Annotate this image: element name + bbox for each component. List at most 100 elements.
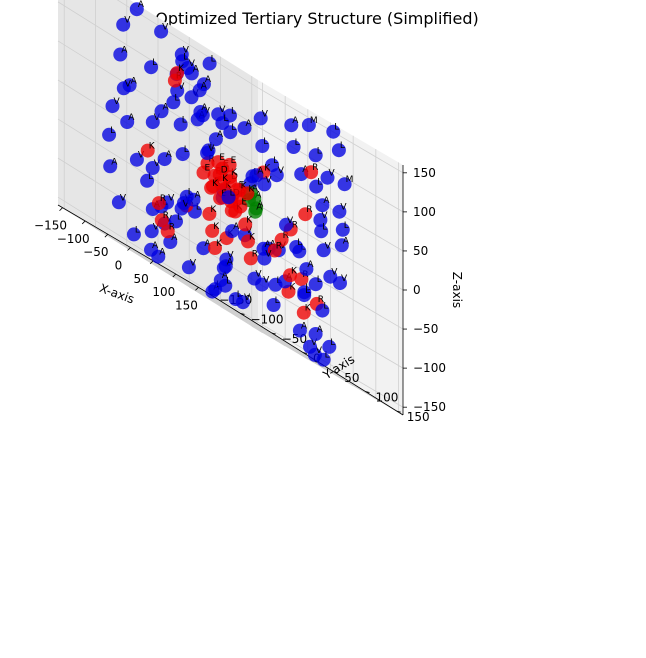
data-point (315, 198, 330, 213)
data-point-label: A (301, 322, 308, 332)
data-point-label: A (323, 196, 330, 206)
data-point (120, 115, 135, 129)
data-point (202, 56, 217, 71)
data-point (223, 125, 238, 140)
data-point (140, 173, 155, 188)
y-tick-mark (271, 332, 276, 335)
data-point-label: K (216, 239, 223, 249)
data-point-label: K (305, 304, 312, 314)
data-point-label: V (265, 175, 272, 185)
data-point (308, 148, 323, 163)
data-point-label: L (226, 277, 231, 287)
data-point-label: M (310, 116, 318, 126)
data-point-label: L (174, 93, 179, 103)
data-point (145, 161, 160, 175)
data-point-label: V (265, 250, 272, 260)
x-tick-mark (149, 260, 154, 265)
data-point-label: A (152, 241, 159, 251)
data-point-label: V (166, 215, 173, 225)
x-tick-mark (104, 233, 109, 238)
data-point-label: L (110, 126, 115, 136)
data-point (279, 217, 293, 232)
data-point-label: R (306, 205, 312, 215)
grid-line-z (257, 165, 404, 252)
x-tick-label: 50 (134, 272, 149, 286)
data-point-label: D (221, 166, 228, 176)
x-tick-mark (172, 273, 177, 278)
x-tick-mark (195, 287, 199, 291)
data-point-label: L (305, 283, 310, 293)
data-point-label: V (183, 200, 190, 210)
data-point (169, 214, 183, 229)
data-point-label: L (196, 203, 201, 213)
y-tick-label: −100 (251, 312, 284, 326)
axis-lines (57, 165, 407, 416)
data-point-label: L (182, 116, 187, 126)
data-point-label: L (237, 290, 242, 300)
data-point (255, 139, 270, 153)
data-point-label: V (325, 241, 332, 251)
data-point (267, 243, 282, 258)
data-point-label: A (195, 191, 202, 201)
data-point (140, 143, 155, 158)
data-point-label: V (219, 105, 226, 115)
x-tick-label: 150 (175, 298, 198, 312)
grid-line-y (220, 306, 366, 392)
data-point-label: A (265, 240, 272, 250)
data-point-label: L (275, 296, 280, 306)
data-point-label: L (184, 145, 189, 155)
data-point (154, 213, 169, 228)
data-point (236, 295, 250, 310)
data-point (105, 99, 120, 114)
data-point (196, 241, 211, 256)
data-point (323, 269, 338, 284)
data-point-label: K (222, 174, 229, 184)
data-point-label: A (246, 119, 253, 129)
data-point (186, 192, 201, 207)
x-tick-label: 0 (115, 259, 123, 273)
data-point-label: L (152, 58, 157, 68)
data-point (126, 227, 141, 242)
data-point (102, 127, 117, 142)
data-point-label: V (114, 97, 121, 107)
data-point-label: V (183, 45, 190, 55)
data-point (151, 196, 166, 211)
y-tick-label: 100 (376, 391, 399, 405)
data-point (289, 240, 304, 254)
data-point-label: V (340, 203, 347, 213)
data-point-label: R (318, 295, 324, 305)
data-point-label: V (263, 276, 270, 286)
data-point (175, 147, 190, 162)
data-point (308, 277, 323, 292)
data-point-label: V (255, 270, 262, 280)
data-point-label: K (264, 164, 271, 174)
data-point (208, 241, 222, 255)
data-point (163, 235, 178, 249)
data-point-label: L (323, 302, 328, 312)
data-point-label: R (276, 242, 282, 252)
grid-line-z (257, 282, 404, 369)
data-point (313, 213, 328, 227)
data-point-label: V (178, 82, 185, 92)
data-point-label: V (138, 151, 145, 161)
data-point-label: A (252, 184, 259, 194)
data-point-label: K (246, 215, 253, 225)
data-point (238, 217, 253, 232)
data-point (145, 115, 160, 130)
data-point (248, 204, 263, 219)
data-point-label: A (201, 103, 208, 113)
data-points: VALLAVLLLLMALLVRVLAALALLLLKLAVVAKVLALAVK… (102, 0, 353, 367)
data-point-label: R (283, 231, 289, 241)
data-point-label: K (241, 181, 248, 191)
data-point (116, 81, 131, 96)
data-point-label: A (217, 130, 224, 140)
data-point-label: K (210, 205, 217, 215)
data-point-label: V (189, 59, 196, 69)
data-point-label: L (230, 188, 235, 198)
data-point (157, 152, 172, 167)
data-point (215, 116, 230, 131)
data-point (257, 177, 272, 192)
data-point (202, 206, 217, 221)
data-point-label: A (138, 0, 145, 10)
data-point-label: L (297, 238, 302, 248)
